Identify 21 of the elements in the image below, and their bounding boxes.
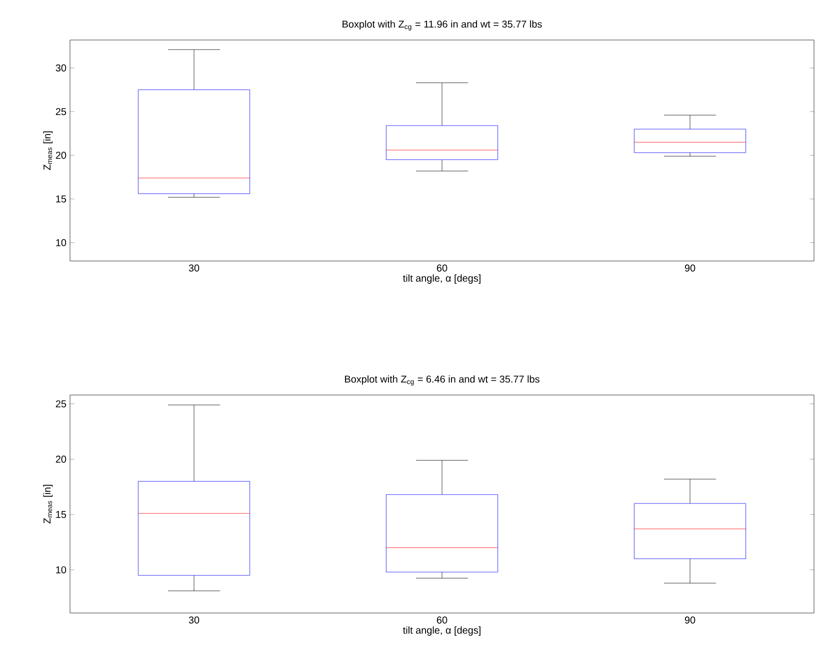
x-tick-label: 60 <box>436 616 448 624</box>
y-tick-label: 25 <box>56 108 66 116</box>
y-tick-label: 10 <box>56 239 66 246</box>
y-tick-label: 20 <box>56 152 66 159</box>
x-tick-label: 60 <box>436 264 448 272</box>
y-tick-label: 20 <box>56 456 66 463</box>
x-tick-label: 90 <box>684 616 696 624</box>
y-tick-label: 10 <box>56 566 66 574</box>
x-axis-title: tilt angle, α [degs] <box>403 274 480 284</box>
y-tick-label: 15 <box>56 195 66 202</box>
y-tick-label: 15 <box>56 511 66 518</box>
x-tick-label: 90 <box>684 264 696 272</box>
chart-title: Boxplot with Z$_{cg}$ = 6.46 in and wt = 35.77 lbs <box>345 375 540 386</box>
y-tick-label: 30 <box>56 64 66 72</box>
y-tick-label: 25 <box>56 400 66 408</box>
y-axis-title: Z$_{meas}$ [in] <box>43 131 53 170</box>
x-tick-label: 30 <box>188 616 200 624</box>
y-axis-title: Z$_{meas}$ [in] <box>43 484 53 524</box>
chart-title: Boxplot with Z$_{cg}$ = 11.96 in and wt = 35.77 lbs <box>342 20 542 31</box>
x-tick-label: 30 <box>188 264 200 272</box>
x-axis-title: tilt angle, α [degs] <box>403 626 480 636</box>
